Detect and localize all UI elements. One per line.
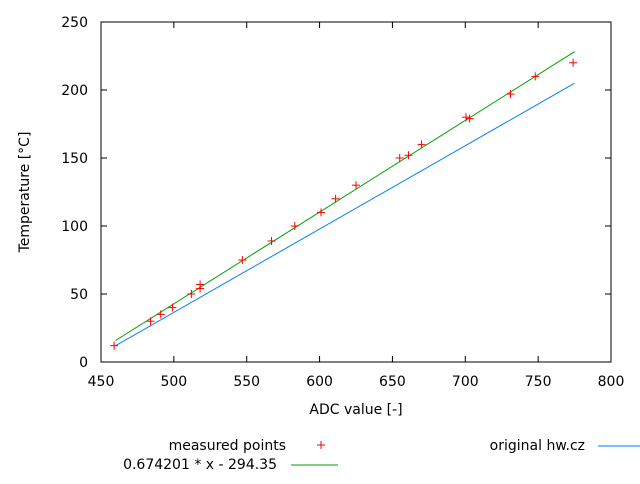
y-tick-label: 100	[61, 219, 88, 235]
y-tick-label: 250	[61, 15, 88, 31]
data-point	[156, 310, 165, 319]
data-point	[238, 256, 247, 264]
y-tick-label: 50	[70, 287, 88, 303]
y-tick-label: 0	[79, 355, 88, 371]
data-point	[417, 140, 426, 149]
series-line-2	[115, 51, 575, 341]
data-point	[267, 236, 276, 245]
y-tick-label: 150	[61, 151, 88, 167]
legend-label-original: original hw.cz	[490, 438, 585, 454]
data-point	[331, 194, 340, 203]
data-point	[187, 290, 196, 298]
data-point	[290, 222, 299, 230]
legend-marker	[317, 441, 325, 449]
data-point	[317, 208, 326, 217]
y-axis-label: Temperature [°C]	[17, 132, 33, 254]
legend-label-measured: measured points	[169, 438, 286, 454]
data-point	[196, 280, 205, 289]
data-point	[168, 303, 177, 312]
x-tick-label: 600	[306, 374, 333, 390]
data-point	[146, 317, 155, 326]
x-tick-label: 450	[88, 374, 115, 390]
data-point	[110, 341, 119, 350]
data-point	[465, 114, 474, 123]
y-tick-label: 200	[61, 83, 88, 99]
series	[110, 51, 578, 350]
x-axis-label: ADC value [-]	[309, 402, 402, 418]
x-tick-label: 700	[452, 374, 479, 390]
ticks: 450 500 550 600 650 700 750 800 0 50 100 150 200 250	[61, 15, 624, 390]
legend: measured points original hw.cz 0.674201 …	[123, 438, 640, 473]
data-point	[462, 113, 471, 122]
x-tick-label: 550	[233, 374, 260, 390]
x-tick-label: 750	[525, 374, 552, 390]
data-point	[395, 154, 404, 162]
plot-border	[100, 21, 612, 363]
x-tick-label: 650	[379, 374, 406, 390]
legend-key-measured	[317, 441, 325, 449]
data-point	[404, 151, 413, 160]
x-tick-label: 500	[160, 374, 187, 390]
data-point	[569, 58, 578, 67]
data-point	[506, 90, 515, 99]
x-tick-label: 800	[598, 374, 625, 390]
series-line-1	[115, 82, 575, 347]
legend-label-fit: 0.674201 * x - 294.35	[123, 457, 277, 473]
data-point	[352, 181, 360, 190]
data-point	[531, 72, 540, 81]
